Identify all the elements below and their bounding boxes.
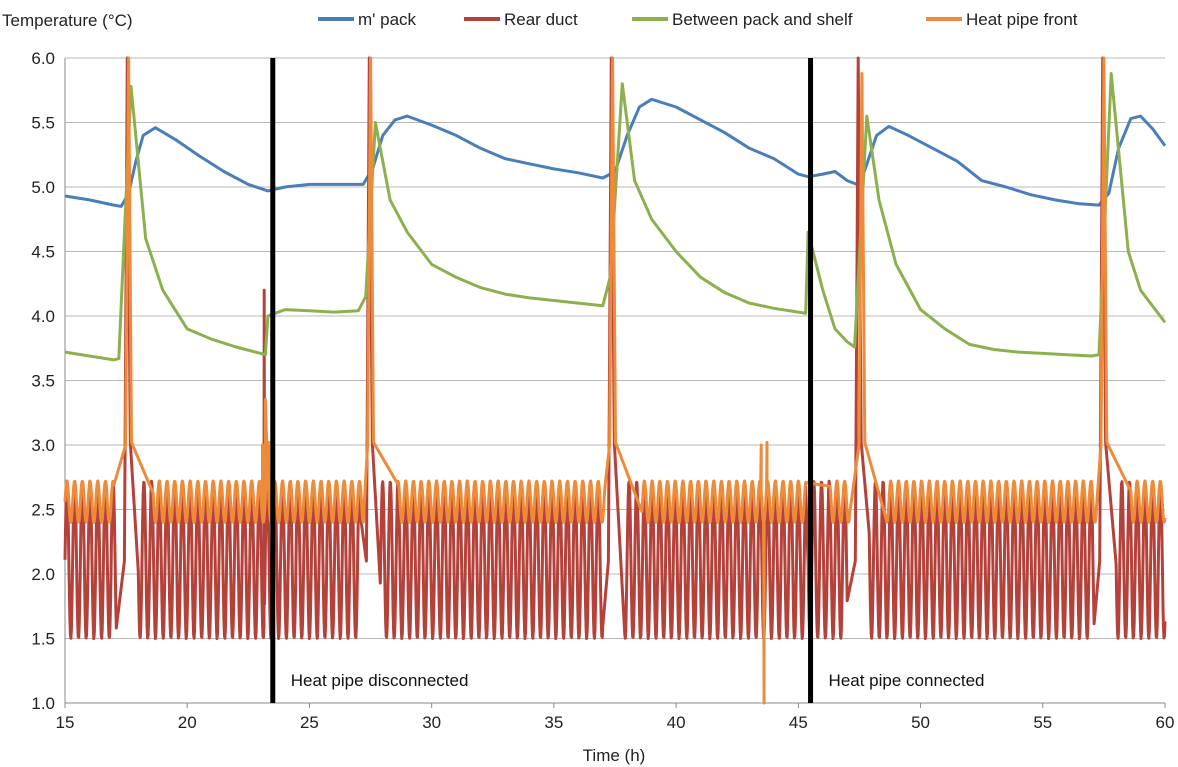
series-0 [64, 97, 1167, 208]
series-line [63, 56, 1167, 705]
y-tick-label: 2.0 [31, 565, 55, 584]
y-tick-label: 1.0 [31, 694, 55, 713]
x-tick-label: 40 [667, 713, 686, 732]
legend-entry: Heat pipe front [926, 10, 1078, 29]
series-layer [63, 56, 1167, 705]
x-tick-label: 35 [544, 713, 563, 732]
legend-layer: m' pack Rear duct Between pack and shelf He… [318, 10, 1078, 29]
y-axis-title: Temperature (°C) [2, 11, 133, 30]
x-tick-label: 45 [789, 713, 808, 732]
series-line [64, 72, 1167, 362]
y-tick-label: 3.0 [31, 436, 55, 455]
y-tick-label: 5.0 [31, 178, 55, 197]
x-tick-label: 20 [178, 713, 197, 732]
series-2 [64, 72, 1167, 362]
series-line [64, 97, 1167, 208]
x-tick-label: 55 [1033, 713, 1052, 732]
x-tick-label: 60 [1156, 713, 1175, 732]
legend-entry: Rear duct [464, 10, 578, 29]
y-tick-label: 1.5 [31, 630, 55, 649]
legend-label: m' pack [358, 10, 417, 29]
y-tick-label: 5.5 [31, 114, 55, 133]
axis-layer: 1.0 1.5 2.0 2.5 3.0 3.5 4.0 4.5 5.0 5.5 6.0 15 20 25 3… [31, 49, 1174, 732]
legend-label: Between pack and shelf [672, 10, 853, 29]
marker-layer: Heat pipe disconnected Heat pipe connecte… [270, 58, 985, 703]
legend-entry: Between pack and shelf [632, 10, 853, 29]
legend-entry: m' pack [318, 10, 417, 29]
y-tick-label: 6.0 [31, 49, 55, 68]
y-tick-label: 4.0 [31, 307, 55, 326]
x-tick-label: 50 [911, 713, 930, 732]
y-tick-label: 2.5 [31, 501, 55, 520]
event-annotation: Heat pipe disconnected [291, 671, 469, 690]
x-tick-label: 15 [56, 713, 75, 732]
x-axis-title: Time (h) [583, 746, 646, 765]
y-tick-label: 3.5 [31, 372, 55, 391]
series-3 [63, 56, 1167, 705]
legend-label: Rear duct [504, 10, 578, 29]
x-tick-label: 25 [300, 713, 319, 732]
y-tick-label: 4.5 [31, 243, 55, 262]
x-tick-label: 30 [422, 713, 441, 732]
event-annotation: Heat pipe connected [829, 671, 985, 690]
legend-label: Heat pipe front [966, 10, 1078, 29]
